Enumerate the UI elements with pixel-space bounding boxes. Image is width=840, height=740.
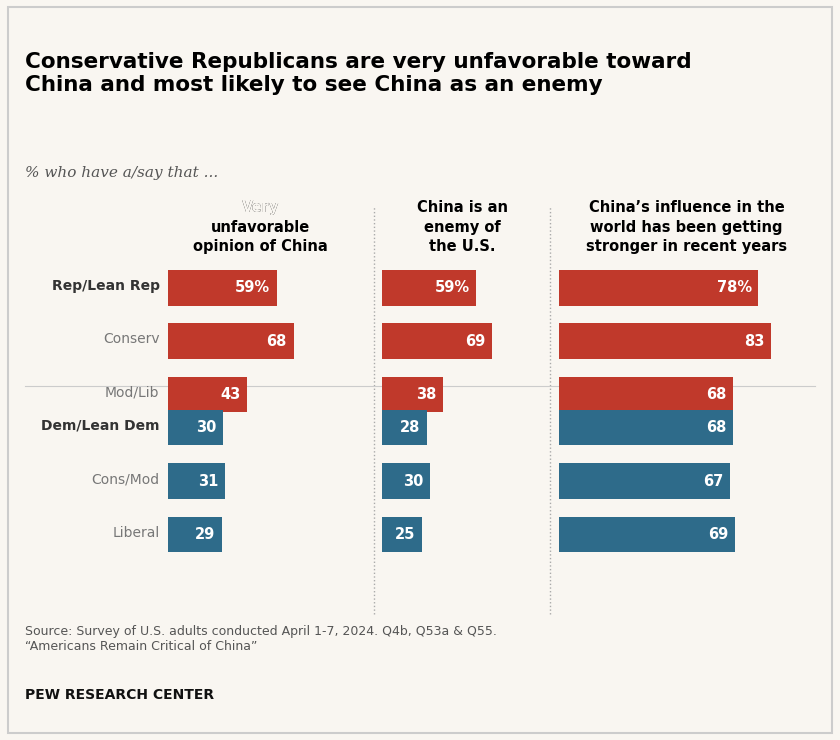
Text: 28: 28	[400, 420, 420, 435]
Text: Liberal: Liberal	[113, 525, 160, 539]
Text: Rep/Lean Rep: Rep/Lean Rep	[51, 279, 160, 293]
Text: 69: 69	[465, 334, 486, 349]
Text: 30: 30	[197, 420, 217, 435]
Text: 43: 43	[220, 387, 241, 402]
Text: 31: 31	[198, 474, 218, 488]
Text: 69: 69	[708, 527, 728, 542]
Text: Very: Very	[242, 200, 279, 215]
Text: 68: 68	[266, 334, 287, 349]
Text: 68: 68	[706, 387, 726, 402]
Text: China is an
enemy of
the U.S.: China is an enemy of the U.S.	[417, 200, 507, 255]
Text: 68: 68	[706, 420, 726, 435]
Text: 67: 67	[703, 474, 723, 488]
Text: Conserv: Conserv	[103, 332, 160, 346]
Text: Conservative Republicans are very unfavorable toward
China and most likely to se: Conservative Republicans are very unfavo…	[25, 52, 692, 95]
Text: 59%: 59%	[235, 280, 270, 295]
Text: 83: 83	[744, 334, 764, 349]
Text: Cons/Mod: Cons/Mod	[92, 472, 160, 486]
Text: % who have a/say that ...: % who have a/say that ...	[25, 166, 218, 181]
Text: 29: 29	[195, 527, 215, 542]
Text: Source: Survey of U.S. adults conducted April 1-7, 2024. Q4b, Q53a & Q55.
“Ameri: Source: Survey of U.S. adults conducted …	[25, 625, 497, 653]
Text: 59%: 59%	[434, 280, 470, 295]
Text: Mod/Lib: Mod/Lib	[105, 386, 160, 400]
Text: 78%: 78%	[717, 280, 752, 295]
Text: Very
unfavorable
opinion of China: Very unfavorable opinion of China	[193, 200, 328, 255]
Text: 30: 30	[403, 474, 423, 488]
Text: China’s influence in the
world has been getting
stronger in recent years: China’s influence in the world has been …	[586, 200, 787, 255]
Text: Dem/Lean Dem: Dem/Lean Dem	[41, 419, 160, 433]
Text: 25: 25	[395, 527, 416, 542]
Text: PEW RESEARCH CENTER: PEW RESEARCH CENTER	[25, 688, 214, 702]
Text: 38: 38	[416, 387, 436, 402]
